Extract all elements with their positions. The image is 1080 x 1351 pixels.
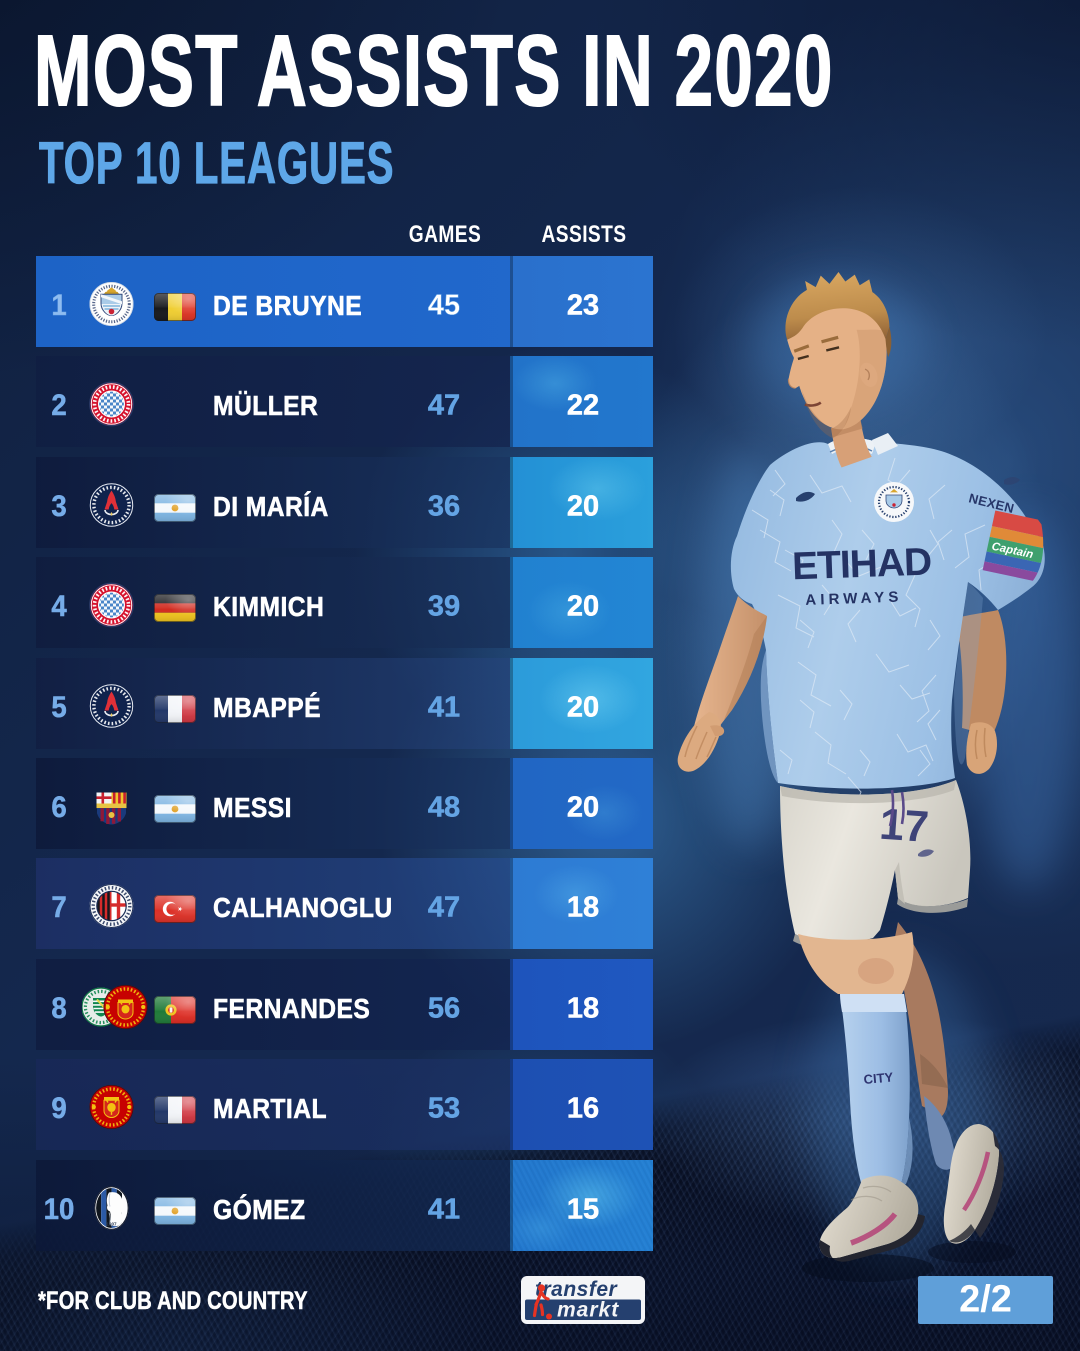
svg-text:CITY: CITY [863,1069,894,1087]
svg-text:markt: markt [557,1299,619,1322]
svg-text:AIRWAYS: AIRWAYS [805,589,904,609]
svg-text:1907: 1907 [106,1221,117,1226]
svg-text:ETIHAD: ETIHAD [791,540,932,588]
svg-text:transfer: transfer [535,1278,619,1301]
